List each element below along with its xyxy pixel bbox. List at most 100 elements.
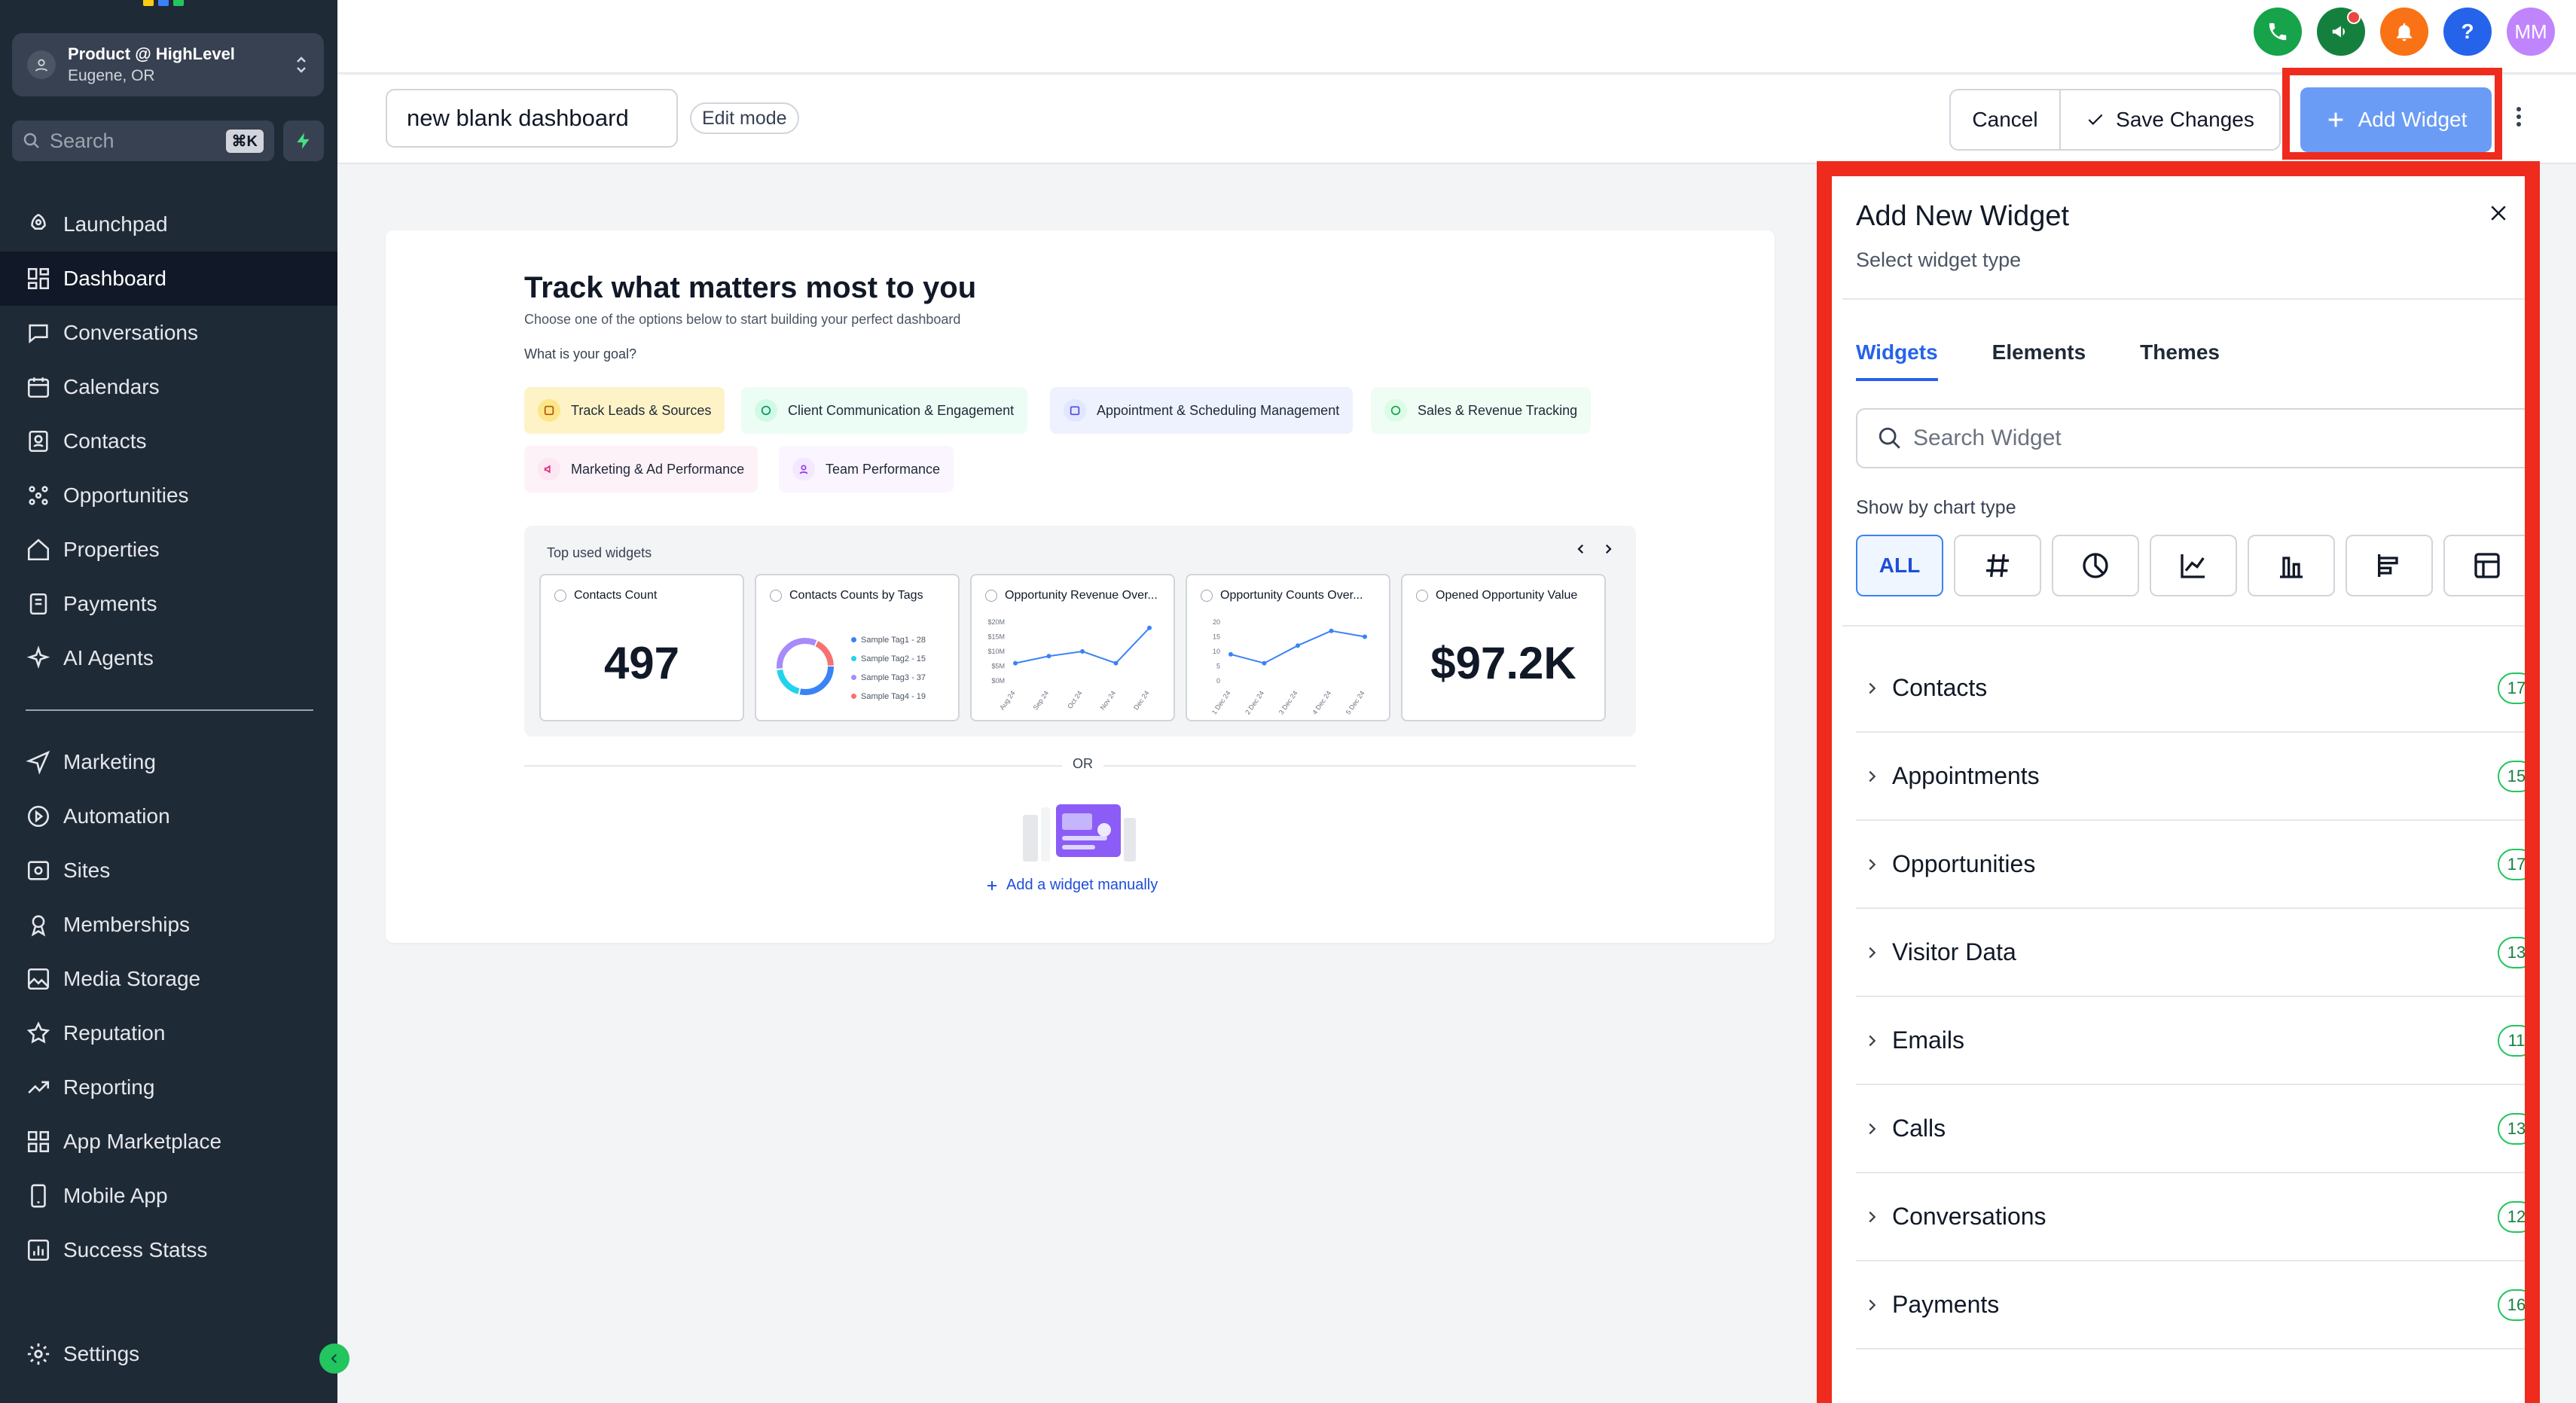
- category-contacts[interactable]: Contacts 17: [1856, 645, 2525, 733]
- chevron-right-icon: [1869, 770, 1876, 782]
- tab-widgets[interactable]: Widgets: [1856, 340, 1938, 381]
- send-icon: [26, 750, 50, 775]
- notifications-button[interactable]: [2380, 8, 2428, 56]
- stats-icon: [27, 1239, 50, 1261]
- chevron-right-icon: [1869, 947, 1876, 958]
- category-calls[interactable]: Calls 13: [1856, 1085, 2525, 1173]
- cancel-button[interactable]: Cancel: [1951, 90, 2061, 149]
- search-icon: [23, 132, 50, 150]
- sidebar-item-label: Marketing: [63, 750, 156, 773]
- widget-illustration: [1023, 804, 1136, 862]
- sidebar-item-automation[interactable]: Automation: [0, 789, 337, 843]
- goal-chip-leads[interactable]: Track Leads & Sources: [524, 387, 725, 434]
- sidebar-item-payments[interactable]: Payments: [0, 577, 337, 631]
- radio-icon: [985, 590, 997, 602]
- more-options-button[interactable]: [2516, 105, 2522, 128]
- chevron-left-icon[interactable]: [1574, 542, 1588, 556]
- widget-card-opp-value[interactable]: Opened Opportunity Value $97.2K: [1401, 574, 1606, 721]
- chart-type-table-button[interactable]: [2443, 535, 2525, 596]
- add-widget-button[interactable]: Add Widget: [2300, 87, 2492, 152]
- category-visitor-data[interactable]: Visitor Data 13: [1856, 909, 2525, 997]
- sidebar-item-opportunities[interactable]: Opportunities: [0, 468, 337, 523]
- sidebar-item-mobile-app[interactable]: Mobile App: [0, 1169, 337, 1223]
- goal-chip-appointments[interactable]: Appointment & Scheduling Management: [1050, 387, 1354, 434]
- goal-chip-sales[interactable]: Sales & Revenue Tracking: [1371, 387, 1592, 434]
- quick-action-button[interactable]: [283, 120, 324, 161]
- category-count-badge: 17: [2498, 848, 2525, 880]
- sidebar-item-media-storage[interactable]: Media Storage: [0, 952, 337, 1006]
- check-icon: [2088, 114, 2103, 125]
- category-label: Emails: [1892, 1026, 1965, 1054]
- chart-type-all-button[interactable]: ALL: [1856, 535, 1943, 596]
- tab-elements[interactable]: Elements: [1992, 340, 2086, 364]
- sidebar-item-ai-agents[interactable]: AI Agents: [0, 631, 337, 685]
- x-tick-label: Oct 24: [1066, 689, 1083, 709]
- close-panel-button[interactable]: [2487, 202, 2510, 224]
- goal-chip-communication[interactable]: Client Communication & Engagement: [741, 387, 1028, 434]
- announcements-button[interactable]: [2317, 8, 2365, 56]
- account-switcher[interactable]: Product @ HighLevel Eugene, OR: [12, 33, 324, 96]
- category-count-badge: 13: [2498, 936, 2525, 968]
- widget-card-contacts-count[interactable]: Contacts Count 497: [539, 574, 744, 721]
- sidebar-item-dashboard[interactable]: Dashboard: [0, 252, 337, 306]
- category-payments[interactable]: Payments 16: [1856, 1261, 2525, 1350]
- chart-type-number-button[interactable]: [1954, 535, 2041, 596]
- sidebar-item-reporting[interactable]: Reporting: [0, 1060, 337, 1115]
- sidebar-item-success-statss[interactable]: Success Statss: [0, 1223, 337, 1277]
- tab-themes[interactable]: Themes: [2140, 340, 2220, 364]
- sidebar-search[interactable]: Search ⌘K: [12, 120, 274, 161]
- sidebar-item-contacts[interactable]: Contacts: [0, 414, 337, 468]
- chart-type-bar-button[interactable]: [2248, 535, 2335, 596]
- x-tick-label: Dec 24: [1132, 689, 1151, 711]
- chart-type-pie-button[interactable]: [2052, 535, 2139, 596]
- dashboard-name-input[interactable]: new blank dashboard: [386, 89, 678, 148]
- y-tick-label: 5: [1216, 663, 1220, 670]
- y-tick-label: 10: [1213, 648, 1220, 655]
- plus-icon: [2328, 112, 2343, 127]
- edit-mode-badge: Edit mode: [690, 102, 799, 134]
- x-tick-label: 5 Dec 24: [1344, 689, 1366, 715]
- sidebar-item-reputation[interactable]: Reputation: [0, 1006, 337, 1060]
- category-appointments[interactable]: Appointments 15: [1856, 733, 2525, 821]
- sidebar-item-sites[interactable]: Sites: [0, 843, 337, 898]
- user-avatar[interactable]: MM: [2507, 8, 2555, 56]
- x-tick-label: Aug 24: [998, 689, 1017, 711]
- chevron-updown-icon: [294, 53, 309, 76]
- phone-button[interactable]: [2254, 8, 2302, 56]
- add-widget-manually-link[interactable]: Add a widget manually: [985, 877, 1158, 894]
- chart-type-hbar-button[interactable]: [2346, 535, 2433, 596]
- category-count-badge: 12: [2498, 1200, 2525, 1233]
- radio-icon: [554, 590, 566, 602]
- goal-chip-marketing[interactable]: Marketing & Ad Performance: [524, 446, 758, 493]
- sidebar-item-launchpad[interactable]: Launchpad: [0, 197, 337, 252]
- sidebar-item-settings[interactable]: Settings: [0, 1327, 337, 1381]
- sidebar-item-app-marketplace[interactable]: App Marketplace: [0, 1115, 337, 1169]
- chevron-right-icon[interactable]: [1601, 542, 1615, 556]
- sidebar-item-label: Memberships: [63, 913, 191, 936]
- collapse-sidebar-button[interactable]: [319, 1344, 349, 1374]
- widget-card-opp-counts[interactable]: Opportunity Counts Over... 20 15 10 5 0 1 Dec…: [1186, 574, 1390, 721]
- widget-title: Contacts Counts by Tags: [789, 589, 923, 602]
- number-icon: [1986, 554, 2009, 578]
- chevron-right-icon: [1869, 1211, 1876, 1222]
- category-conversations[interactable]: Conversations 12: [1856, 1173, 2525, 1261]
- goal-chip-team[interactable]: Team Performance: [779, 446, 954, 493]
- category-opportunities[interactable]: Opportunities 17: [1856, 821, 2525, 909]
- sidebar-item-memberships[interactable]: Memberships: [0, 898, 337, 952]
- sidebar-item-calendars[interactable]: Calendars: [0, 360, 337, 414]
- sidebar-item-marketing[interactable]: Marketing: [0, 735, 337, 789]
- sidebar-item-properties[interactable]: Properties: [0, 523, 337, 577]
- goal-chip-label: Team Performance: [826, 461, 941, 477]
- category-emails[interactable]: Emails 11: [1856, 997, 2525, 1085]
- series-point: [1329, 628, 1334, 633]
- chart-type-line-button[interactable]: [2150, 535, 2237, 596]
- panel-subtitle: Select widget type: [1856, 249, 2022, 271]
- search-icon: [1879, 427, 1900, 449]
- widget-search-input[interactable]: Search Widget: [1856, 408, 2525, 468]
- widget-card-revenue[interactable]: Opportunity Revenue Over... $20M $15M $10M…: [970, 574, 1175, 721]
- category-count-badge: 16: [2498, 1289, 2525, 1321]
- sidebar-item-conversations[interactable]: Conversations: [0, 306, 337, 360]
- widget-card-tags[interactable]: Contacts Counts by Tags Sample Tag1 - 28…: [755, 574, 960, 721]
- save-changes-button[interactable]: Save Changes: [2061, 90, 2279, 149]
- help-button[interactable]: ?: [2443, 8, 2492, 56]
